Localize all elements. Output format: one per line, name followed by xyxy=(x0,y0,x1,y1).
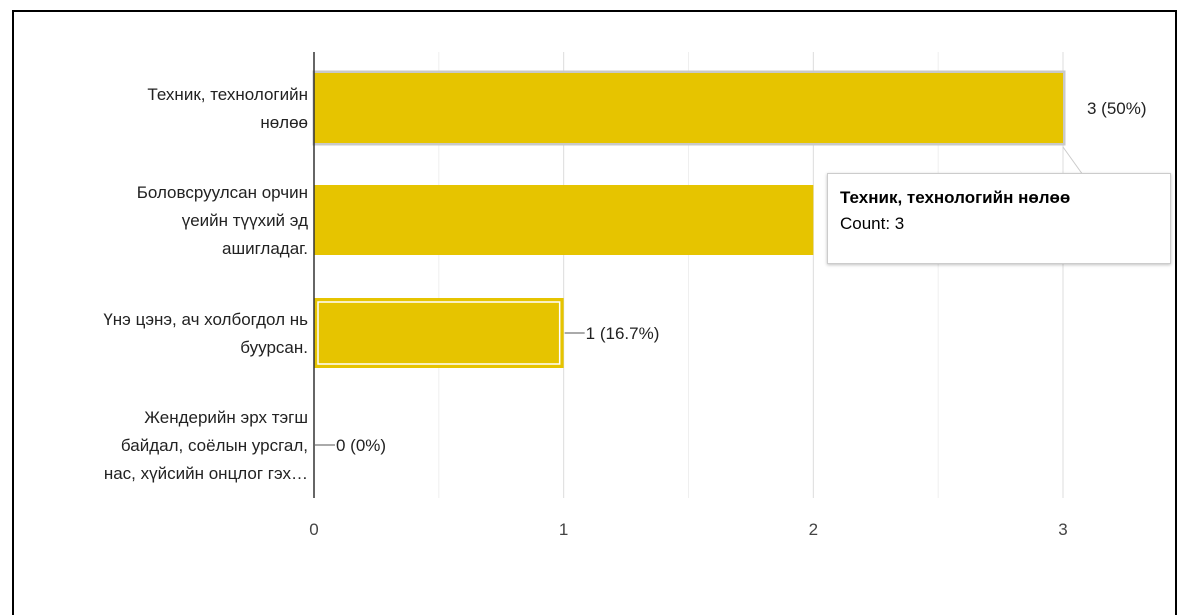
category-label: үеийн түүхий эд xyxy=(182,211,308,230)
x-tick-label: 1 xyxy=(559,520,568,539)
category-label: буурсан. xyxy=(240,338,308,357)
bar xyxy=(314,298,564,368)
data-label: 0 (0%) xyxy=(336,436,386,455)
category-label: ашигладаг. xyxy=(222,239,308,258)
tooltip-title: Техник, технологийн нөлөө xyxy=(840,188,1071,207)
data-label: 3 (50%) xyxy=(1087,99,1147,118)
category-label: Жендерийн эрх тэгш xyxy=(144,408,308,427)
tooltip-value: Count: 3 xyxy=(840,214,905,233)
bar-selection-outline xyxy=(317,301,561,365)
category-label: нөлөө xyxy=(260,113,308,132)
data-label: 1 (16.7%) xyxy=(586,324,660,343)
x-tick-label: 2 xyxy=(809,520,818,539)
bar xyxy=(314,73,1063,143)
category-label: Боловсруулсан орчин xyxy=(137,183,308,202)
category-label: нас, хүйсийн онцлог гэх… xyxy=(104,464,308,483)
category-label: байдал, соёлын урсгал, xyxy=(121,436,308,455)
tooltip-pointer xyxy=(1062,146,1110,176)
category-label: Үнэ цэнэ, ач холбогдол нь xyxy=(103,310,308,329)
x-tick-label: 3 xyxy=(1058,520,1067,539)
bar xyxy=(314,185,814,255)
x-tick-label: 0 xyxy=(309,520,318,539)
category-label: Техник, технологийн xyxy=(147,85,308,104)
chart-tooltip: Техник, технологийн нөлөө Count: 3 xyxy=(827,173,1171,264)
